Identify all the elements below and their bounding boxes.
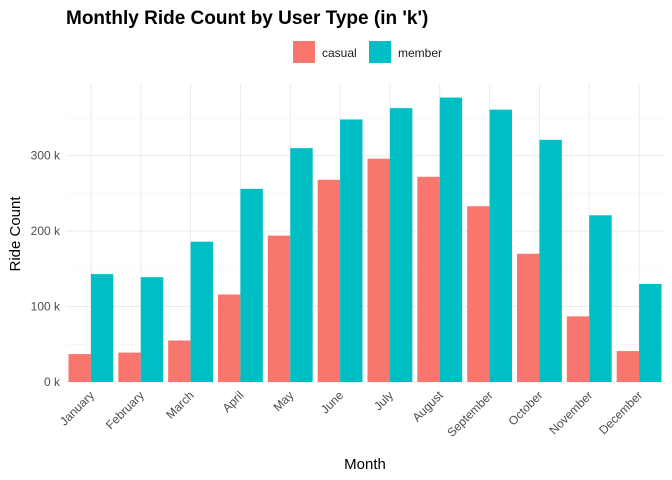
bar-member-april	[240, 188, 263, 382]
y-tick-label: 0 k	[44, 375, 61, 389]
legend-swatch-casual	[293, 41, 315, 63]
legend-label-casual: casual	[322, 46, 357, 60]
bar-member-december	[639, 283, 662, 382]
bar-casual-december	[616, 351, 640, 382]
bar-member-november	[589, 215, 612, 382]
bars	[68, 97, 662, 383]
bar-member-october	[539, 139, 562, 382]
bar-casual-april	[217, 294, 241, 382]
x-tick-label: January	[57, 388, 97, 428]
bar-casual-march	[168, 340, 191, 382]
x-tick-label: July	[371, 388, 396, 413]
x-tick-label: June	[318, 388, 347, 417]
x-tick-label: August	[410, 388, 447, 425]
y-axis: 0 k 100 k 200 k 300 k	[31, 149, 61, 389]
bar-casual-august	[417, 176, 440, 382]
bar-casual-january	[68, 354, 91, 382]
legend: casual member	[293, 41, 442, 63]
bar-casual-june	[317, 179, 341, 382]
legend-label-member: member	[398, 46, 442, 60]
y-tick-label: 100 k	[31, 300, 61, 314]
x-tick-label: April	[220, 388, 247, 415]
bar-casual-february	[118, 352, 141, 382]
bar-member-august	[439, 97, 463, 383]
x-tick-label: February	[103, 388, 147, 432]
bar-casual-november	[566, 316, 590, 382]
x-tick-label: November	[546, 388, 595, 437]
bar-member-september	[489, 109, 513, 382]
bar-member-february	[140, 277, 164, 382]
bar-member-march	[190, 241, 214, 382]
bar-member-july	[389, 108, 413, 382]
bar-casual-september	[467, 206, 490, 382]
y-tick-label: 300 k	[31, 149, 61, 163]
x-tick-label: October	[505, 388, 545, 428]
bar-casual-october	[516, 253, 540, 382]
bar-member-june	[340, 119, 363, 383]
chart-title: Monthly Ride Count by User Type (in 'k')	[66, 8, 428, 29]
bar-member-may	[290, 148, 313, 382]
bar-member-january	[90, 274, 114, 382]
x-axis: January February March April May June Ju…	[57, 388, 645, 440]
x-tick-label: December	[596, 388, 645, 437]
x-tick-label: March	[163, 388, 196, 421]
x-tick-label: September	[444, 388, 495, 439]
x-tick-label: May	[270, 388, 296, 414]
bar-casual-may	[267, 235, 291, 382]
y-tick-label: 200 k	[31, 224, 61, 238]
y-axis-title: Ride Count	[7, 196, 24, 272]
plot-area	[66, 84, 664, 383]
x-axis-title: Month	[344, 456, 386, 473]
bar-casual-july	[367, 158, 390, 382]
legend-swatch-member	[369, 41, 391, 63]
